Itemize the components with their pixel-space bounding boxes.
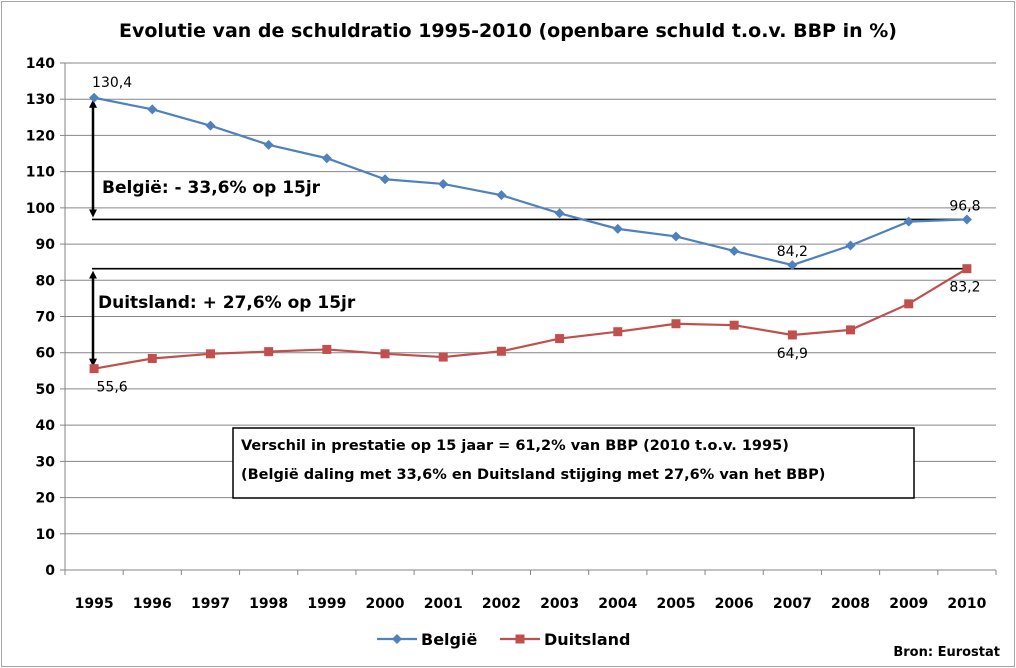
point-marker xyxy=(729,245,740,256)
point-marker xyxy=(496,190,507,201)
x-tick-label: 2001 xyxy=(424,596,463,612)
y-tick-label: 90 xyxy=(36,237,56,253)
data-label: 64,9 xyxy=(777,346,808,362)
point-marker xyxy=(670,231,681,242)
point-marker xyxy=(147,104,158,115)
data-label: 84,2 xyxy=(777,244,808,260)
point-marker xyxy=(264,347,274,357)
point-marker xyxy=(554,208,565,219)
chart-title: Evolutie van de schuldratio 1995-2010 (o… xyxy=(119,20,897,42)
point-marker xyxy=(321,153,332,164)
point-marker xyxy=(438,178,449,189)
x-tick-label: 2006 xyxy=(715,596,754,612)
x-tick-label: 2009 xyxy=(889,596,928,612)
legend-marker xyxy=(392,634,402,644)
point-marker xyxy=(89,364,99,374)
point-marker xyxy=(380,349,390,359)
point-marker xyxy=(962,264,972,274)
y-tick-label: 20 xyxy=(36,491,56,507)
series-line-0 xyxy=(93,96,967,267)
point-marker xyxy=(671,319,681,329)
point-marker xyxy=(496,346,506,356)
point-marker xyxy=(205,349,215,359)
gridlines xyxy=(65,62,996,535)
y-tick-label: 140 xyxy=(26,56,55,72)
source-label: Bron: Eurostat xyxy=(893,645,1000,660)
data-labels: 130,4 84,2 96,8 55,6 64,9 83,2 xyxy=(92,75,980,396)
y-tick-label: 80 xyxy=(36,273,56,289)
y-axis-ticks: 0 10 20 30 40 50 60 70 80 90 100 110 120 130 140 xyxy=(26,56,65,579)
x-tick-label: 1995 xyxy=(75,596,114,612)
legend-marker xyxy=(515,634,525,644)
legend-label: België xyxy=(421,630,477,649)
x-tick-label: 1996 xyxy=(133,596,172,612)
x-axis-ticks: 1995 1996 1997 1998 1999 2000 2001 2002 2003 2004… xyxy=(64,570,997,612)
point-marker xyxy=(904,299,914,309)
point-marker xyxy=(380,174,391,185)
x-tick-label: 1998 xyxy=(249,596,288,612)
x-tick-label: 2010 xyxy=(947,596,986,612)
point-marker xyxy=(846,325,856,335)
x-tick-label: 2007 xyxy=(773,596,812,612)
x-tick-label: 2005 xyxy=(656,596,695,612)
series-line-1 xyxy=(93,267,968,370)
x-tick-label: 2008 xyxy=(831,596,870,612)
x-tick-label: 1997 xyxy=(191,596,230,612)
note-line-2: (België daling met 33,6% en Duitsland st… xyxy=(241,467,825,483)
point-marker xyxy=(961,214,972,225)
series-lines xyxy=(89,92,972,374)
point-marker xyxy=(845,240,856,251)
y-tick-label: 120 xyxy=(26,128,55,144)
point-marker xyxy=(555,334,565,344)
point-marker xyxy=(89,92,100,103)
reference-lines xyxy=(92,218,967,270)
y-tick-label: 10 xyxy=(36,527,56,543)
point-marker xyxy=(613,327,623,337)
y-tick-label: 40 xyxy=(36,418,56,434)
point-marker xyxy=(903,216,914,227)
y-tick-label: 130 xyxy=(26,92,55,108)
point-marker xyxy=(205,120,216,131)
point-marker xyxy=(322,344,332,354)
y-tick-label: 50 xyxy=(36,382,56,398)
data-label: 83,2 xyxy=(949,280,980,296)
point-marker xyxy=(612,223,623,234)
x-tick-label: 2004 xyxy=(598,596,637,612)
note-box xyxy=(232,427,915,499)
point-marker xyxy=(263,139,274,150)
y-tick-label: 60 xyxy=(36,346,56,362)
y-tick-label: 70 xyxy=(36,310,56,326)
axes xyxy=(64,63,996,571)
y-tick-label: 100 xyxy=(26,201,55,217)
data-label: 130,4 xyxy=(92,75,132,91)
point-marker xyxy=(787,260,798,271)
point-marker xyxy=(438,352,448,362)
data-label: 55,6 xyxy=(97,380,128,396)
x-tick-label: 2002 xyxy=(482,596,521,612)
annotation-belgie: België: - 33,6% op 15jr xyxy=(102,178,321,198)
annotation-duitsland: Duitsland: + 27,6% op 15jr xyxy=(98,293,356,313)
legend: België Duitsland xyxy=(377,630,630,649)
x-tick-label: 2000 xyxy=(366,596,405,612)
data-label: 96,8 xyxy=(949,198,980,214)
point-marker xyxy=(147,354,157,364)
point-marker xyxy=(787,330,797,340)
y-tick-label: 0 xyxy=(45,563,55,579)
y-tick-label: 110 xyxy=(26,165,55,181)
x-tick-label: 1999 xyxy=(307,596,346,612)
y-tick-label: 30 xyxy=(36,454,56,470)
x-tick-label: 2003 xyxy=(540,596,579,612)
point-marker xyxy=(729,320,739,330)
legend-label: Duitsland xyxy=(544,630,630,649)
note-line-1: Verschil in prestatie op 15 jaar = 61,2%… xyxy=(241,438,789,454)
